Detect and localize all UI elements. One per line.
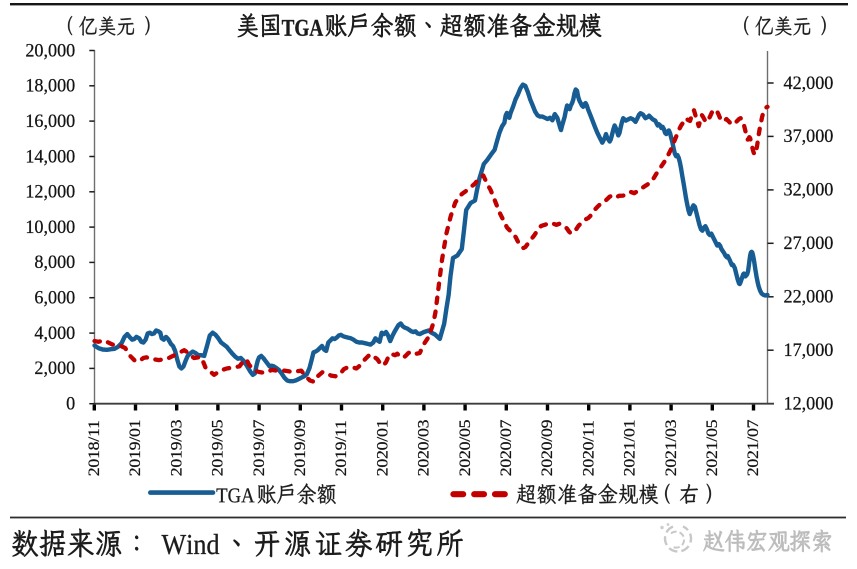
svg-text:2018/11: 2018/11 xyxy=(85,420,102,476)
svg-text:2021/01: 2021/01 xyxy=(621,420,638,477)
svg-text:2021/05: 2021/05 xyxy=(703,420,720,477)
svg-text:27,000: 27,000 xyxy=(784,233,834,254)
svg-text:2020/05: 2020/05 xyxy=(456,420,473,477)
svg-text:2019/11: 2019/11 xyxy=(332,420,349,476)
svg-text:32,000: 32,000 xyxy=(784,179,834,200)
svg-text:2020/11: 2020/11 xyxy=(580,420,597,476)
svg-text:8,000: 8,000 xyxy=(34,252,75,273)
svg-text:37,000: 37,000 xyxy=(784,126,834,147)
svg-text:18,000: 18,000 xyxy=(25,75,75,96)
svg-text:2021/03: 2021/03 xyxy=(662,420,679,477)
svg-text:16,000: 16,000 xyxy=(25,111,75,132)
svg-text:4,000: 4,000 xyxy=(34,323,75,344)
svg-text:2019/09: 2019/09 xyxy=(291,420,308,477)
svg-text:17,000: 17,000 xyxy=(784,340,834,361)
svg-text:2020/03: 2020/03 xyxy=(415,420,432,477)
svg-text:6,000: 6,000 xyxy=(34,287,75,308)
svg-text:2020/01: 2020/01 xyxy=(374,420,391,477)
svg-text:10,000: 10,000 xyxy=(25,217,75,238)
svg-text:2019/07: 2019/07 xyxy=(250,420,267,477)
svg-text:0: 0 xyxy=(66,393,75,414)
svg-text:2019/05: 2019/05 xyxy=(209,420,226,477)
svg-text:22,000: 22,000 xyxy=(784,286,834,307)
svg-text:42,000: 42,000 xyxy=(784,72,834,93)
svg-text:20,000: 20,000 xyxy=(25,40,75,61)
svg-text:12,000: 12,000 xyxy=(25,181,75,202)
svg-text:2019/03: 2019/03 xyxy=(168,420,185,477)
svg-text:2019/01: 2019/01 xyxy=(126,420,143,477)
svg-text:2020/07: 2020/07 xyxy=(497,420,514,477)
svg-text:14,000: 14,000 xyxy=(25,146,75,167)
svg-text:12,000: 12,000 xyxy=(784,393,834,414)
svg-text:2021/07: 2021/07 xyxy=(744,420,761,477)
svg-text:2,000: 2,000 xyxy=(34,358,75,379)
svg-text:2020/09: 2020/09 xyxy=(538,420,555,477)
